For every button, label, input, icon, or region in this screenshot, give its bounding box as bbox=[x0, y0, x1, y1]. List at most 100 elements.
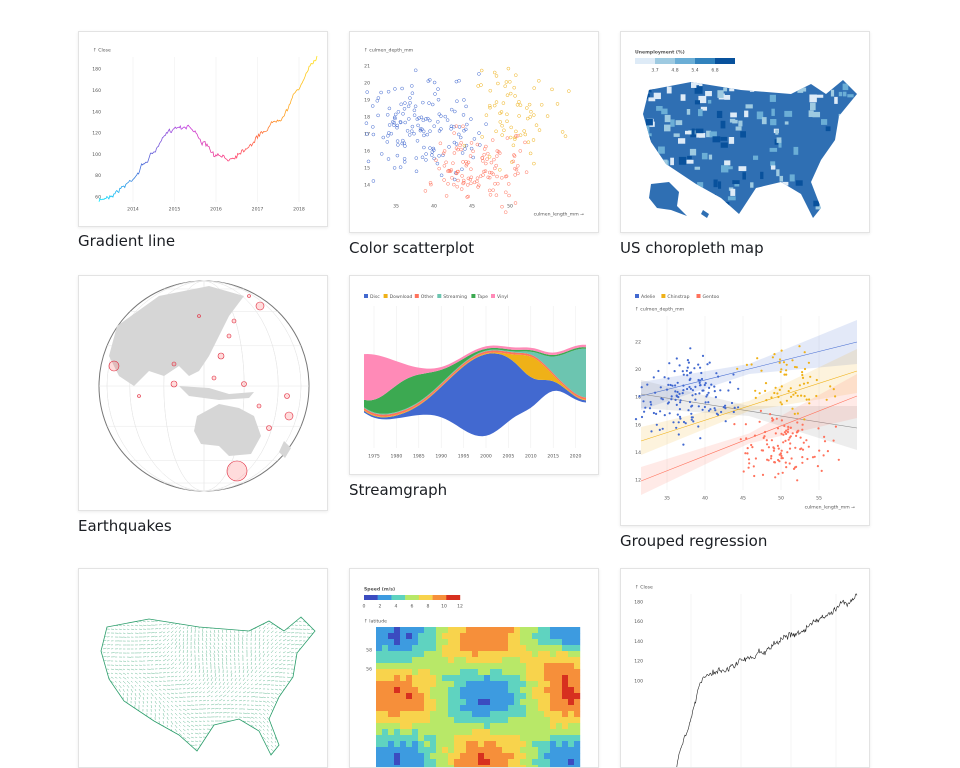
dot bbox=[386, 113, 389, 116]
dot bbox=[403, 107, 406, 110]
wind-arrow bbox=[231, 752, 234, 754]
y-tick-label: 18 bbox=[635, 395, 641, 401]
dot bbox=[698, 392, 700, 394]
wind-arrow bbox=[275, 668, 279, 670]
county bbox=[826, 126, 831, 131]
dot bbox=[415, 157, 418, 160]
card-title[interactable]: Streamgraph bbox=[349, 481, 447, 499]
wind-arrow bbox=[155, 709, 156, 711]
speed-cell bbox=[544, 693, 550, 699]
speed-cell bbox=[568, 633, 574, 639]
wind-arrow bbox=[175, 620, 177, 621]
card-title[interactable]: Grouped regression bbox=[620, 532, 767, 550]
wind-arrow bbox=[127, 745, 128, 748]
wind-arrow bbox=[195, 692, 198, 693]
wind-arrow bbox=[179, 717, 181, 719]
speed-cell bbox=[448, 747, 454, 753]
card-title[interactable]: US choropleth map bbox=[620, 239, 764, 257]
speed-cell bbox=[460, 651, 466, 657]
dot bbox=[488, 104, 491, 107]
speed-cell bbox=[520, 759, 526, 765]
dot bbox=[688, 362, 690, 364]
wind-arrow bbox=[291, 613, 294, 615]
chart-card[interactable] bbox=[78, 275, 328, 511]
wind-arrow bbox=[291, 697, 292, 699]
dot bbox=[690, 388, 692, 390]
wind-arrow bbox=[163, 632, 165, 633]
dot bbox=[787, 426, 789, 428]
dot bbox=[785, 466, 787, 468]
speed-cell bbox=[436, 675, 442, 681]
wind-vectors bbox=[99, 609, 319, 760]
wind-arrow bbox=[302, 733, 303, 736]
chart-card[interactable] bbox=[78, 568, 328, 768]
wind-arrow bbox=[163, 689, 166, 690]
speed-cell bbox=[412, 723, 418, 729]
speed-cell bbox=[388, 753, 394, 759]
wind-arrow bbox=[247, 622, 248, 625]
wind-arrow bbox=[171, 634, 174, 637]
speed-cell bbox=[442, 675, 448, 681]
dot bbox=[421, 101, 424, 104]
wind-arrow bbox=[110, 737, 111, 740]
county bbox=[768, 85, 771, 90]
county bbox=[687, 160, 694, 164]
dot bbox=[483, 153, 486, 156]
wind-arrow bbox=[183, 638, 184, 641]
price-line bbox=[676, 594, 857, 768]
speed-cell bbox=[466, 687, 472, 693]
wind-arrow bbox=[206, 638, 207, 641]
y-tick-label: 140 bbox=[92, 109, 101, 115]
wind-arrow bbox=[183, 650, 184, 653]
wind-arrow bbox=[307, 617, 309, 618]
wind-arrow bbox=[202, 651, 203, 653]
speed-cell bbox=[430, 741, 436, 747]
wind-arrow bbox=[167, 628, 169, 629]
wind-arrow bbox=[183, 688, 185, 689]
card-title[interactable]: Gradient line bbox=[78, 232, 175, 250]
wind-arrow bbox=[122, 709, 123, 712]
speed-cell bbox=[412, 753, 418, 759]
wind-arrow bbox=[218, 650, 220, 653]
wind-arrow bbox=[179, 646, 180, 650]
speed-cell bbox=[448, 759, 454, 765]
speed-cell bbox=[574, 657, 580, 663]
speed-cell bbox=[478, 747, 484, 753]
wind-arrow bbox=[191, 737, 194, 738]
card-title[interactable]: Color scatterplot bbox=[349, 239, 474, 257]
wind-arrow bbox=[314, 721, 316, 725]
dot bbox=[787, 431, 789, 433]
county bbox=[678, 197, 682, 205]
dot bbox=[783, 361, 785, 363]
speed-cell bbox=[532, 693, 538, 699]
wind-arrow bbox=[195, 717, 198, 718]
speed-cell bbox=[496, 729, 502, 735]
dot bbox=[691, 394, 693, 396]
speed-cell bbox=[568, 735, 574, 741]
wind-arrow bbox=[295, 613, 297, 614]
dot bbox=[701, 378, 703, 380]
card-title[interactable]: Earthquakes bbox=[78, 517, 172, 535]
wind-arrow bbox=[206, 653, 207, 657]
speed-cell bbox=[394, 753, 400, 759]
wind-arrow bbox=[131, 617, 134, 619]
wind-arrow bbox=[243, 682, 246, 685]
dot bbox=[679, 418, 681, 420]
wind-arrow bbox=[259, 667, 261, 669]
speed-cell bbox=[466, 753, 472, 759]
dot bbox=[646, 384, 648, 386]
county bbox=[789, 194, 792, 198]
dot bbox=[803, 442, 805, 444]
dot bbox=[747, 447, 749, 449]
wind-arrow bbox=[179, 697, 183, 698]
quake bbox=[227, 334, 231, 338]
speed-cell bbox=[406, 693, 412, 699]
